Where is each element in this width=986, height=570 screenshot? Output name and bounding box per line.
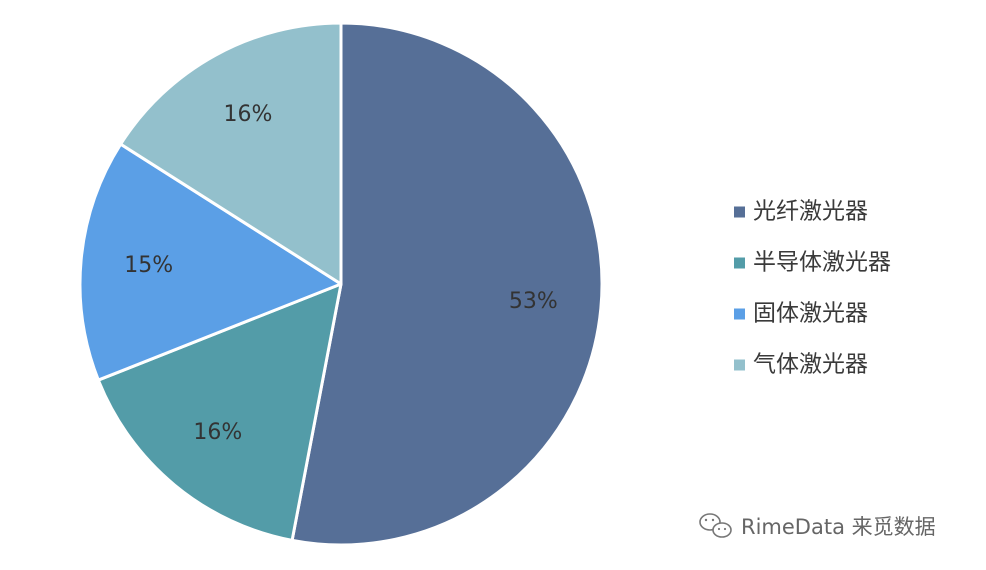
legend-swatch-1	[734, 206, 745, 218]
legend-label-1: 光纤激光器	[753, 199, 868, 225]
watermark: RimeData 来觅数据	[699, 513, 936, 539]
pie-slice-4	[119, 21, 343, 286]
pie-slice-3	[78, 142, 343, 382]
pie-slices	[78, 21, 604, 547]
data-label-4: 16%	[224, 102, 273, 127]
legend-label-4: 气体激光器	[753, 352, 868, 378]
pie-slice-1	[290, 21, 604, 547]
watermark-label: RimeData 来觅数据	[741, 515, 936, 539]
legend-label-2: 半导体激光器	[753, 250, 891, 276]
pie-slice-2	[96, 282, 343, 542]
legend-label-3: 固体激光器	[753, 301, 868, 327]
legend-swatch-4	[734, 359, 745, 371]
pie-data-labels: 53% 16% 15% 16%	[124, 102, 557, 445]
data-label-1: 53%	[509, 289, 558, 314]
data-label-3: 15%	[124, 253, 173, 278]
wechat-icon	[699, 513, 732, 538]
data-label-2: 16%	[193, 420, 242, 445]
legend-swatch-3	[734, 308, 745, 320]
legend-swatch-2	[734, 257, 745, 269]
